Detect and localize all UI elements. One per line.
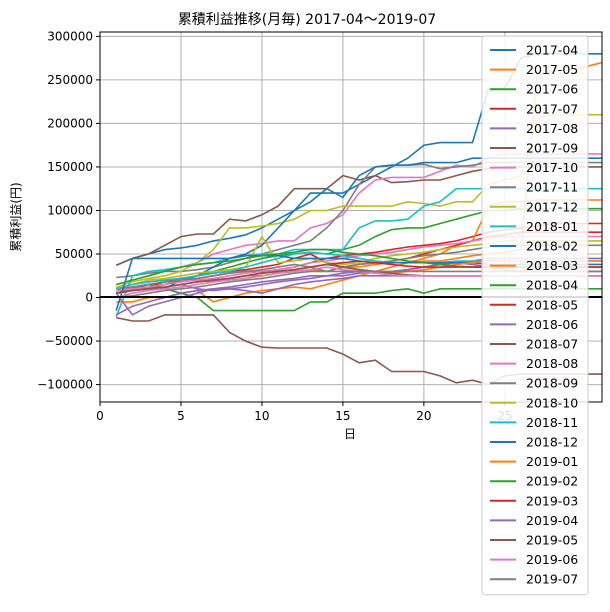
legend-label-2018-05: 2018-05 [526, 297, 578, 312]
legend-label-2017-05: 2017-05 [526, 62, 578, 77]
legend-label-2018-08: 2018-08 [526, 356, 578, 371]
legend-label-2018-07: 2018-07 [526, 337, 578, 352]
legend-label-2019-05: 2019-05 [526, 533, 578, 548]
legend: 2017-04 2017-05 2017-06 2017-07 2017-08 2017-… [481, 35, 589, 596]
x-tick-label-3: 15 [335, 409, 350, 423]
y-tick-label-8: 300000 [47, 29, 93, 43]
x-tick-label-1: 5 [177, 409, 185, 423]
legend-label-2019-03: 2019-03 [526, 493, 578, 508]
y-tick-label-2: 0 [85, 291, 93, 305]
legend-label-2018-09: 2018-09 [526, 376, 578, 391]
legend-label-2017-06: 2017-06 [526, 82, 578, 97]
legend-label-2019-07: 2019-07 [526, 572, 578, 587]
y-tick-label-6: 200000 [47, 116, 93, 130]
legend-label-2018-12: 2018-12 [526, 435, 578, 450]
y-tick-label-0: −100000 [37, 378, 93, 392]
legend-label-2017-11: 2017-11 [526, 180, 578, 195]
legend-label-2017-09: 2017-09 [526, 141, 578, 156]
legend-label-2017-08: 2017-08 [526, 121, 578, 136]
legend-label-2018-04: 2018-04 [526, 278, 578, 293]
legend-label-2019-06: 2019-06 [526, 552, 578, 567]
legend-label-2018-10: 2018-10 [526, 395, 578, 410]
legend-label-2018-03: 2018-03 [526, 258, 578, 273]
x-tick-label-4: 20 [416, 409, 431, 423]
x-tick-label-0: 0 [96, 409, 104, 423]
legend-label-2018-11: 2018-11 [526, 415, 578, 430]
x-tick-label-2: 10 [254, 409, 269, 423]
legend-label-2019-04: 2019-04 [526, 513, 578, 528]
legend-label-2018-02: 2018-02 [526, 239, 578, 254]
legend-label-2017-07: 2017-07 [526, 101, 578, 116]
legend-label-2018-01: 2018-01 [526, 219, 578, 234]
y-tick-label-7: 250000 [47, 73, 93, 87]
y-axis-label: 累積利益(円) [8, 182, 23, 251]
x-axis-label: 日 [344, 427, 356, 441]
y-tick-label-3: 50000 [55, 247, 93, 261]
legend-label-2017-12: 2017-12 [526, 199, 578, 214]
legend-label-2019-01: 2019-01 [526, 454, 578, 469]
legend-frame [481, 35, 589, 596]
y-tick-label-4: 100000 [47, 203, 93, 217]
y-axis-ticks: −100000 −50000 0 50000 100000 150000 200000 250… [37, 29, 100, 392]
y-tick-label-1: −50000 [45, 334, 93, 348]
chart-title: 累積利益推移(月毎) 2017-04〜2019-07 [178, 12, 436, 28]
legend-label-2019-02: 2019-02 [526, 474, 578, 489]
plot-frame [99, 31, 603, 403]
legend-label-2017-10: 2017-10 [526, 160, 578, 175]
x-axis-ticks: 0510152025 [96, 402, 512, 423]
legend-label-2018-06: 2018-06 [526, 317, 578, 332]
y-tick-label-5: 150000 [47, 160, 93, 174]
legend-label-2017-04: 2017-04 [526, 43, 578, 58]
